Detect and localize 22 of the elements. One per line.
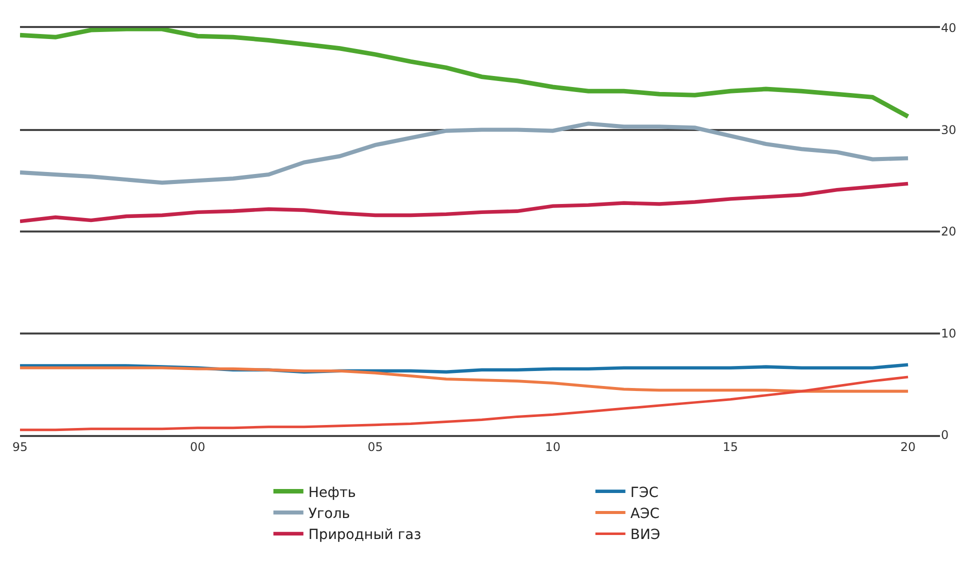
legend-label: Нефть: [308, 484, 356, 501]
legend-label: Природный газ: [308, 527, 422, 544]
legend-label: ГЭС: [630, 484, 659, 501]
line-series: [20, 122, 910, 185]
y-tick-label: 20: [941, 224, 956, 239]
x-tick-label: 15: [722, 440, 738, 454]
x-tick-label: 10: [545, 440, 560, 454]
x-tick-label: 95: [12, 440, 28, 454]
y-tick-label: 10: [941, 326, 956, 340]
legend-label: Уголь: [308, 506, 350, 522]
y-tick-label: 0: [941, 428, 949, 442]
x-tick-label: 00: [190, 440, 206, 454]
x-tick-label: 05: [368, 440, 383, 454]
line-series: [20, 366, 910, 393]
line-series: [20, 28, 910, 119]
y-tick-label: 40: [941, 21, 956, 36]
line-series: [20, 376, 910, 432]
legend-label: ВИЭ: [630, 527, 660, 544]
x-tick-label: 20: [900, 440, 916, 454]
legend-label: АЭС: [630, 506, 660, 522]
y-tick-label: 30: [941, 122, 956, 137]
line-series: [20, 182, 910, 224]
